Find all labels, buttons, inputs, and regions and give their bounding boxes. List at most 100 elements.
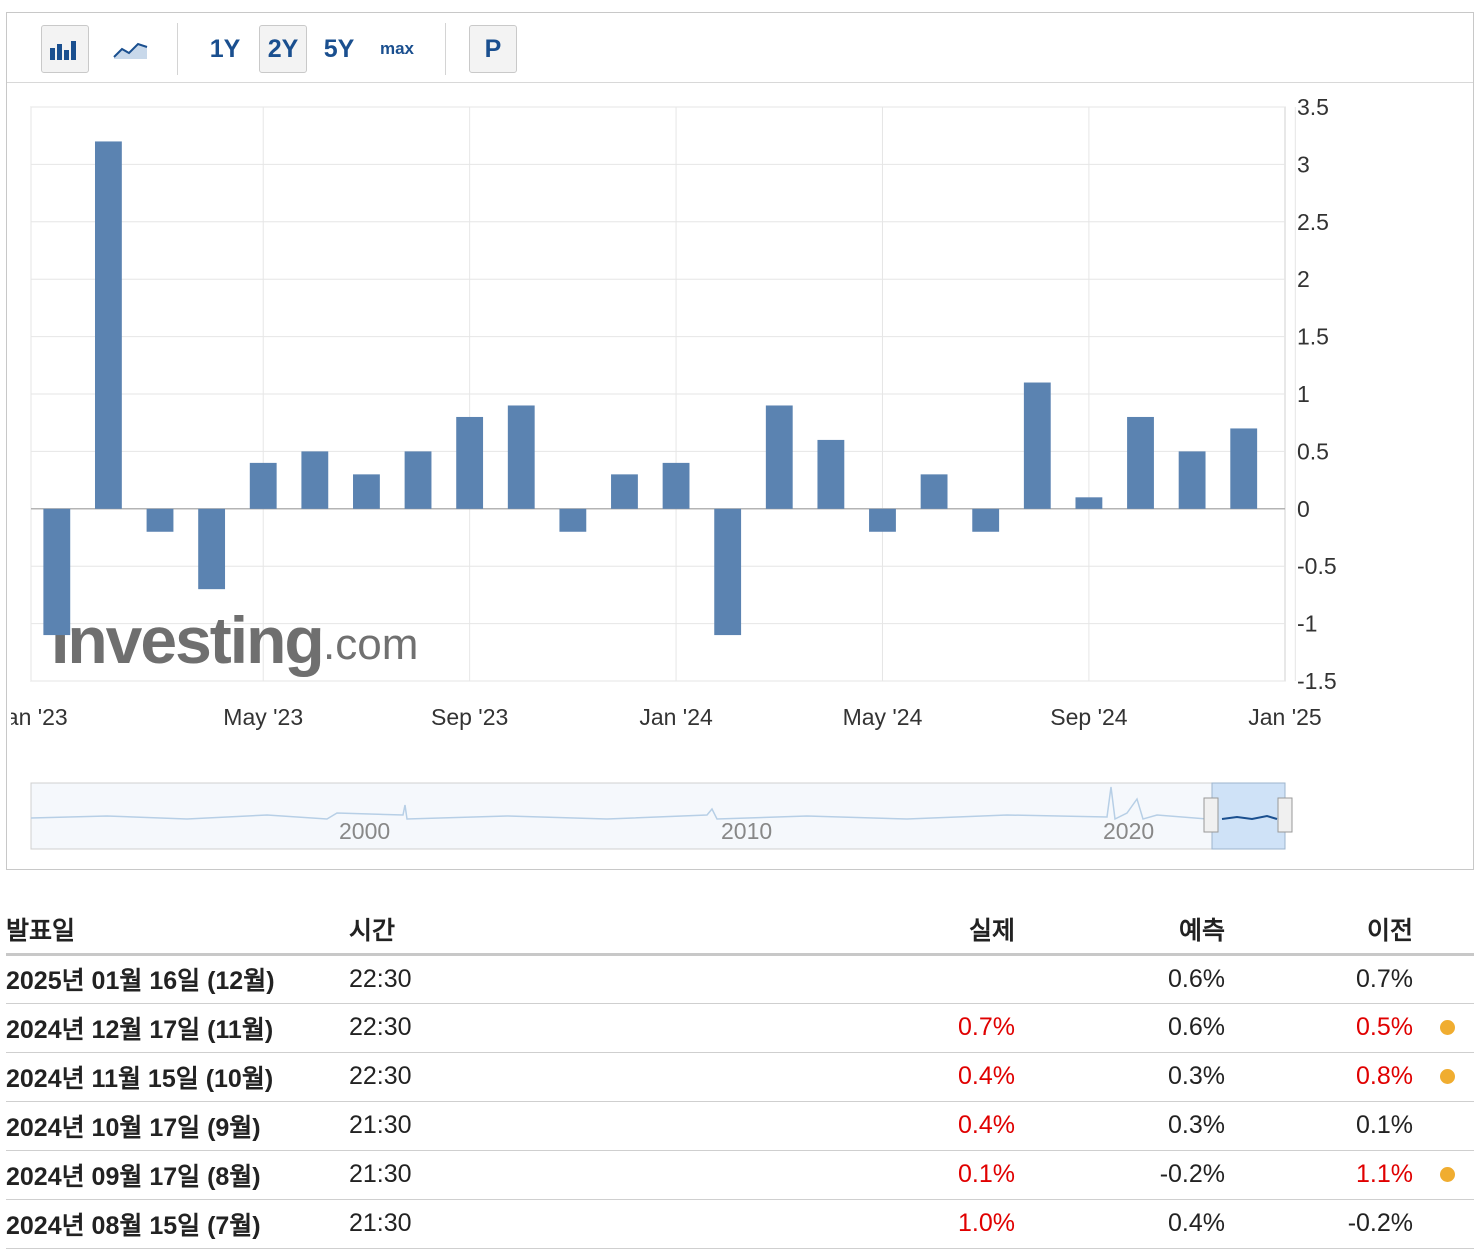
x-tick-label: Jan '24 (639, 704, 713, 730)
bar-sep-24[interactable] (1075, 497, 1103, 509)
y-tick-label: 0 (1297, 496, 1310, 522)
range-1y-button[interactable]: 1Y (209, 34, 241, 63)
cell-actual (729, 954, 1015, 1004)
cell-forecast: 0.3% (1015, 1052, 1225, 1102)
bar-jan-23[interactable] (43, 508, 71, 636)
bar-chart-icon (50, 41, 76, 60)
cell-previous: 0.1% (1225, 1101, 1413, 1151)
cell-actual: 0.1% (729, 1150, 1015, 1200)
bar-nov-23[interactable] (559, 508, 587, 532)
header-spacer (1413, 906, 1474, 956)
cell-time: 21:30 (349, 1199, 729, 1249)
cell-time: 22:30 (349, 1052, 729, 1102)
cell-forecast: -0.2% (1015, 1150, 1225, 1200)
cell-time: 22:30 (349, 954, 729, 1004)
bar-jul-23[interactable] (353, 474, 380, 509)
range-5y-button[interactable]: 5Y (323, 34, 355, 63)
cell-actual: 1.0% (729, 1199, 1015, 1249)
bar-may-23[interactable] (249, 462, 277, 509)
table-row: 2025년 01월 16일 (12월) 22:30 0.6% 0.7% (6, 954, 1474, 1004)
cell-forecast: 0.3% (1015, 1101, 1225, 1151)
navigator-selection[interactable] (1211, 782, 1286, 850)
bar-apr-24[interactable] (817, 439, 845, 509)
p-button[interactable]: P (469, 25, 517, 73)
cell-actual: 0.4% (729, 1052, 1015, 1102)
chart-toolbar: 1Y 2Y 5Y max P (7, 13, 1473, 83)
range-max-button[interactable]: max (379, 39, 415, 58)
header-time[interactable]: 시간 (349, 906, 729, 956)
bars-layer (43, 141, 1258, 636)
revision-cell (1413, 1150, 1474, 1200)
bar-nov-24[interactable] (1178, 451, 1206, 509)
y-tick-label: 1.5 (1297, 324, 1329, 350)
revision-cell (1413, 954, 1474, 1004)
navigator-series (30, 786, 1213, 821)
cell-date: 2024년 12월 17일 (11월) (6, 1003, 349, 1053)
header-actual[interactable]: 실제 (729, 906, 1015, 956)
range-2y-button[interactable]: 2Y (259, 25, 307, 73)
bar-oct-24[interactable] (1127, 416, 1154, 509)
bar-jul-24[interactable] (972, 508, 1000, 532)
x-tick-label: Jan '23 (7, 704, 68, 730)
revision-cell (1413, 1101, 1474, 1151)
bar-feb-24[interactable] (714, 508, 742, 636)
y-tick-label: 0.5 (1297, 438, 1329, 464)
bar-feb-23[interactable] (94, 141, 122, 509)
cell-previous: 0.7% (1225, 954, 1413, 1004)
bar-dec-24[interactable] (1230, 428, 1258, 509)
bar-oct-23[interactable] (507, 405, 535, 509)
x-tick-label: Sep '23 (431, 704, 508, 730)
table-row: 2024년 09월 17일 (8월) 21:30 0.1% -0.2% 1.1% (6, 1150, 1474, 1200)
range-navigator[interactable]: 2000 2010 2020 (30, 782, 1293, 850)
header-forecast[interactable]: 예측 (1015, 906, 1225, 956)
bar-aug-23[interactable] (404, 451, 432, 509)
table-row: 2024년 12월 17일 (11월) 22:30 0.7% 0.6% 0.5% (6, 1003, 1474, 1053)
investing-watermark: Investing .com (51, 603, 418, 677)
bar-mar-23[interactable] (146, 508, 174, 532)
revision-dot-icon[interactable] (1440, 1020, 1455, 1035)
y-tick-label: 1 (1297, 381, 1310, 407)
x-tick-label: May '23 (223, 704, 303, 730)
revision-dot-icon[interactable] (1440, 1167, 1455, 1182)
revision-cell (1413, 1052, 1474, 1102)
revision-cell (1413, 1003, 1474, 1053)
y-tick-label: 3.5 (1297, 94, 1329, 120)
bar-apr-23[interactable] (198, 508, 226, 590)
bar-mar-24[interactable] (765, 405, 793, 509)
bar-sep-23[interactable] (456, 416, 484, 509)
navigator-handle-right[interactable] (1277, 797, 1293, 833)
bar-jan-24[interactable] (662, 462, 690, 509)
y-tick-label: -1.5 (1297, 668, 1337, 694)
y-tick-label: -0.5 (1297, 553, 1337, 579)
x-tick-label: Sep '24 (1050, 704, 1127, 730)
cell-previous: 1.1% (1225, 1150, 1413, 1200)
revision-dot-icon[interactable] (1440, 1069, 1455, 1084)
table-row: 2024년 11월 15일 (10월) 22:30 0.4% 0.3% 0.8% (6, 1052, 1474, 1102)
cell-date: 2024년 10월 17일 (9월) (6, 1101, 349, 1151)
y-axis: 3.5 3 2.5 2 1.5 1 0.5 0 -0.5 -1 -1.5 (1297, 94, 1337, 694)
bar-jun-24[interactable] (920, 474, 948, 509)
navigator-label: 2020 (1103, 818, 1154, 844)
y-tick-label: -1 (1297, 611, 1317, 637)
watermark-suffix: .com (323, 620, 418, 669)
cell-previous: 0.8% (1225, 1052, 1413, 1102)
bar-jun-23[interactable] (301, 451, 329, 509)
toolbar-divider (445, 23, 446, 75)
chart-container: 1Y 2Y 5Y max P Investing .com 3.5 3 2.5 2 1.… (6, 12, 1474, 870)
y-tick-label: 2.5 (1297, 209, 1329, 235)
bar-chart: Investing .com 3.5 3 2.5 2 1.5 1 0.5 0 -0.5 -1 -1.… (7, 94, 1337, 850)
bar-may-24[interactable] (869, 508, 896, 532)
header-previous[interactable]: 이전 (1225, 906, 1413, 956)
cell-time: 21:30 (349, 1101, 729, 1151)
bar-aug-24[interactable] (1023, 382, 1051, 509)
area-chart-button[interactable] (107, 25, 155, 73)
cell-forecast: 0.6% (1015, 954, 1225, 1004)
cell-date: 2024년 08월 15일 (7월) (6, 1199, 349, 1249)
header-date[interactable]: 발표일 (6, 906, 349, 956)
bar-chart-button[interactable] (41, 25, 89, 73)
navigator-handle-left[interactable] (1203, 797, 1219, 833)
table-header-row: 발표일 시간 실제 예측 이전 (6, 906, 1474, 956)
area-chart-icon (113, 42, 148, 59)
cell-time: 22:30 (349, 1003, 729, 1053)
bar-dec-23[interactable] (611, 474, 638, 509)
